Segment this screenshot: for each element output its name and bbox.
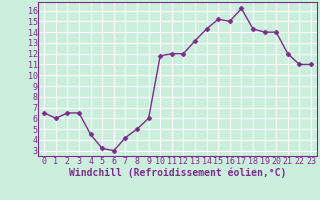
X-axis label: Windchill (Refroidissement éolien,°C): Windchill (Refroidissement éolien,°C) <box>69 167 286 178</box>
